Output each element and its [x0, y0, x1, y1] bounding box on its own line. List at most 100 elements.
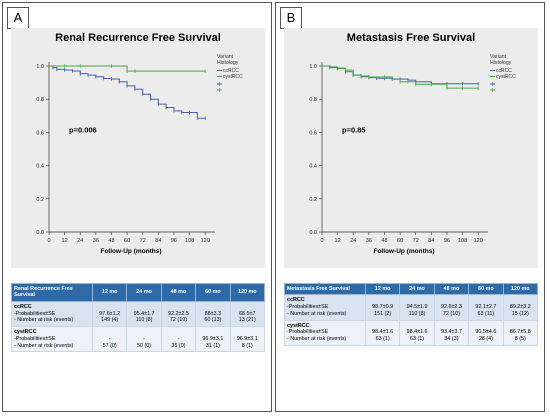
cell-value: 13 (21): [238, 317, 256, 324]
group-name: cystRCC: [14, 329, 37, 336]
x-tick-label: 72: [413, 238, 419, 244]
cell-value: 90.5±4.6: [475, 329, 497, 336]
x-tick-label: 60: [397, 238, 403, 244]
cell-value: 96.9±3.1: [236, 335, 258, 342]
x-tick-label: 72: [140, 238, 146, 244]
x-tick-label: 48: [381, 238, 387, 244]
panel-a: A Renal Recurrence Free Survival 0.0 0.2 0…: [2, 2, 272, 412]
table-cell: 92.2±2.5 72 (10): [160, 300, 197, 328]
row-label: cystRCC -Probabilities±SE - Number at risk…: [11, 326, 93, 353]
row-sublabel: -Probabilities±SE: [14, 310, 56, 317]
y-tick-label: 0.4: [309, 164, 317, 170]
legend-title: Variant Histology: [490, 54, 512, 66]
table-cell: -57 (0): [91, 326, 128, 353]
table-cell: 95.4±1.7 110 (8): [126, 300, 162, 328]
table-row: ccRCC -Probabilities±SE - Number at risk (…: [284, 294, 539, 321]
panel-letter: A: [7, 7, 29, 29]
table-cell: 98.4±1.6 63 (1): [399, 319, 435, 346]
row-sublabel: -Probabilities±SE: [287, 329, 329, 336]
x-tick-label: 36: [366, 238, 372, 244]
cell-value: 95.4±1.7: [133, 310, 155, 317]
y-tick-label: 0.0: [36, 230, 44, 236]
table-cell: 68.5±7 13 (21): [229, 300, 266, 328]
cell-value: 8 (1): [241, 342, 253, 349]
cell-value: 92.2±2.5: [167, 310, 189, 317]
table-header-cell: 48 mo: [160, 283, 197, 302]
y-tick-label: 1.0: [36, 64, 44, 70]
legend-title: Variant Histology: [217, 54, 239, 66]
table-cell: 98.4±1.6 63 (1): [364, 319, 401, 346]
table-cell: 92.1±2.7 63 (11): [468, 294, 504, 321]
table-header-cell: 120 mo: [229, 283, 266, 302]
table-row: ccRCC -Probabilities±SE - Number at risk (…: [11, 300, 266, 328]
cell-value: 31 (1): [205, 342, 220, 349]
chart-area: Metastasis Free Survival 0.0 0.2 0.4 0.6 0.8…: [284, 28, 538, 268]
cell-value: 96.9±3.1: [202, 335, 224, 342]
table-cell: 92.6±2.3 72 (10): [433, 294, 470, 321]
series-line-cystRCC: [322, 65, 479, 89]
p-value-label: p=0.006: [69, 125, 97, 134]
cell-value: 28 (4): [478, 336, 493, 343]
y-tick-label: 0.8: [309, 97, 317, 103]
series-line-ccRCC: [49, 65, 206, 119]
y-tick-label: 0.2: [36, 197, 44, 203]
chart-title: Renal Recurrence Free Survival: [55, 32, 221, 44]
cell-value: 89.2±3.2: [509, 304, 531, 311]
table-cell: 98.7±0.9 151 (2): [364, 294, 401, 321]
cell-value: 92.6±2.3: [440, 304, 462, 311]
x-tick-label: 36: [93, 238, 99, 244]
x-tick-label: 12: [62, 238, 68, 244]
cell-value: 98.7±0.9: [372, 304, 394, 311]
cell-value: 57 (0): [102, 342, 117, 349]
y-tick-label: 0.6: [309, 130, 317, 136]
km-chart: 0.0 0.2 0.4 0.6 0.8 1.0 0 12 24 36 48 60 72 84 96 108 12…: [36, 54, 243, 255]
row-sublabel: - Number at risk (events): [14, 317, 74, 324]
table-cell: 93.4±3.7 34 (3): [433, 319, 470, 346]
cell-value: 35 (0): [171, 342, 186, 349]
table-header-cell: 120 mo: [502, 282, 539, 296]
cell-value: 72 (10): [442, 310, 461, 317]
table-header-cell: 60 mo: [195, 283, 231, 302]
group-name: ccRCC: [287, 297, 305, 304]
km-chart: 0.0 0.2 0.4 0.6 0.8 1.0 0 12 24 36 48 60 72 84 96 108 12…: [309, 54, 516, 255]
x-tick-label: 96: [171, 238, 177, 244]
survival-table: Metastasis Free Survival 12 mo 24 mo 48 mo 6…: [284, 282, 539, 346]
cell-value: -: [143, 335, 145, 342]
row-sublabel: -Probabilities±SE: [287, 304, 329, 311]
cell-value: 68.5±7: [239, 310, 256, 317]
cell-value: 98.4±1.6: [406, 329, 428, 336]
y-tick-label: 0.0: [309, 230, 317, 236]
x-tick-label: 0: [47, 238, 50, 244]
row-label: ccRCC -Probabilities±SE - Number at risk (…: [284, 294, 366, 321]
table-cell: 94.5±1.9 110 (8): [399, 294, 435, 321]
cell-value: 63 (1): [410, 336, 425, 343]
survival-table: Renal Recurrence Free Survival 12 mo 24 mo…: [11, 283, 266, 353]
x-tick-label: 0: [320, 238, 323, 244]
x-tick-label: 96: [444, 238, 450, 244]
cell-value: 94.5±1.9: [406, 304, 428, 311]
cell-value: 63 (1): [375, 336, 390, 343]
table-header-cell: Metastasis Free Survival: [284, 282, 366, 296]
cell-value: 110 (8): [135, 317, 153, 324]
row-sublabel: -Probabilities±SE: [14, 335, 56, 342]
cell-value: 8 (5): [514, 336, 526, 343]
cell-value: 98.4±1.6: [372, 329, 394, 336]
x-tick-label: 48: [108, 238, 114, 244]
cell-value: 63 (11): [477, 310, 495, 317]
row-sublabel: - Number at risk (events): [287, 336, 347, 343]
x-tick-label: 108: [458, 238, 467, 244]
table-cell: 97.6±1.2 149 (4): [91, 300, 128, 328]
table-header-cell: Renal Recurrence Free Survival: [11, 283, 93, 302]
group-name: cystRCC: [287, 322, 310, 329]
table-cell: 89.2±3.2 15 (12): [502, 294, 539, 321]
x-axis-label: Follow-Up (months): [100, 248, 161, 255]
table-header-cell: 12 mo: [364, 282, 401, 296]
cell-value: 149 (4): [101, 317, 119, 324]
y-tick-label: 0.8: [36, 97, 44, 103]
table-cell: 96.9±3.1 31 (1): [195, 326, 231, 353]
x-axis-label: Follow-Up (months): [373, 248, 434, 255]
x-tick-label: 84: [428, 238, 434, 244]
cell-value: 92.1±2.7: [475, 304, 497, 311]
panel-b: B Metastasis Free Survival 0.0 0.2 0.4 0.6 0…: [275, 2, 545, 412]
table-header-row: Renal Recurrence Free Survival 12 mo 24 mo…: [11, 283, 266, 302]
